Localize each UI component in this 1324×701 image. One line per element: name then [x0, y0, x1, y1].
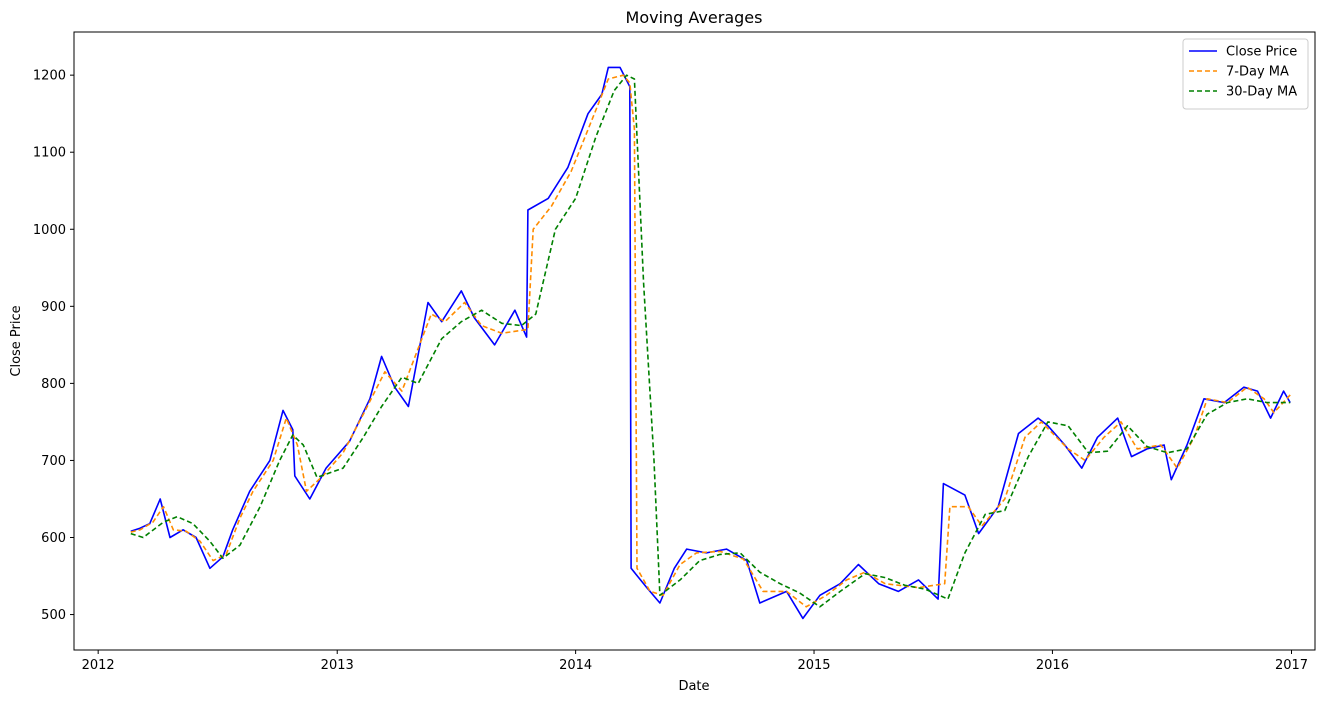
x-tick-label: 2017: [1275, 658, 1308, 673]
legend-label: 30-Day MA: [1226, 85, 1297, 100]
legend: Close Price 7-Day MA 30-Day MA: [1182, 38, 1309, 110]
chart-title: Moving Averages: [626, 8, 763, 27]
y-axis-label: Close Price: [9, 305, 24, 376]
y-axis: 500 600 700 800 900 1000 1100 1200: [33, 69, 74, 623]
y-tick-label: 500: [41, 608, 66, 623]
x-tick-label: 2014: [559, 658, 592, 673]
x-axis-label: Date: [678, 679, 709, 694]
y-tick-label: 700: [41, 454, 66, 469]
x-tick-label: 2013: [321, 658, 354, 673]
axes-frame: [73, 31, 1316, 651]
x-axis: 2012 2013 2014 2015 2016 2017: [82, 650, 1308, 673]
y-tick-label: 1200: [33, 69, 66, 84]
x-tick-label: 2016: [1036, 658, 1069, 673]
series-layer: [130, 66, 1291, 620]
y-tick-label: 800: [41, 377, 66, 392]
y-tick-label: 900: [41, 300, 66, 315]
x-tick-label: 2015: [797, 658, 830, 673]
series-line-close-price: [130, 66, 1291, 620]
plot-area: [73, 31, 1316, 651]
legend-label: 7-Day MA: [1226, 65, 1289, 80]
y-tick-label: 1100: [33, 146, 66, 161]
y-tick-label: 1000: [33, 223, 66, 238]
y-tick-label: 600: [41, 531, 66, 546]
series-line-30-day-ma: [130, 74, 1291, 608]
series-line-7-day-ma: [130, 74, 1291, 608]
x-tick-label: 2012: [82, 658, 115, 673]
legend-label: Close Price: [1226, 45, 1297, 60]
